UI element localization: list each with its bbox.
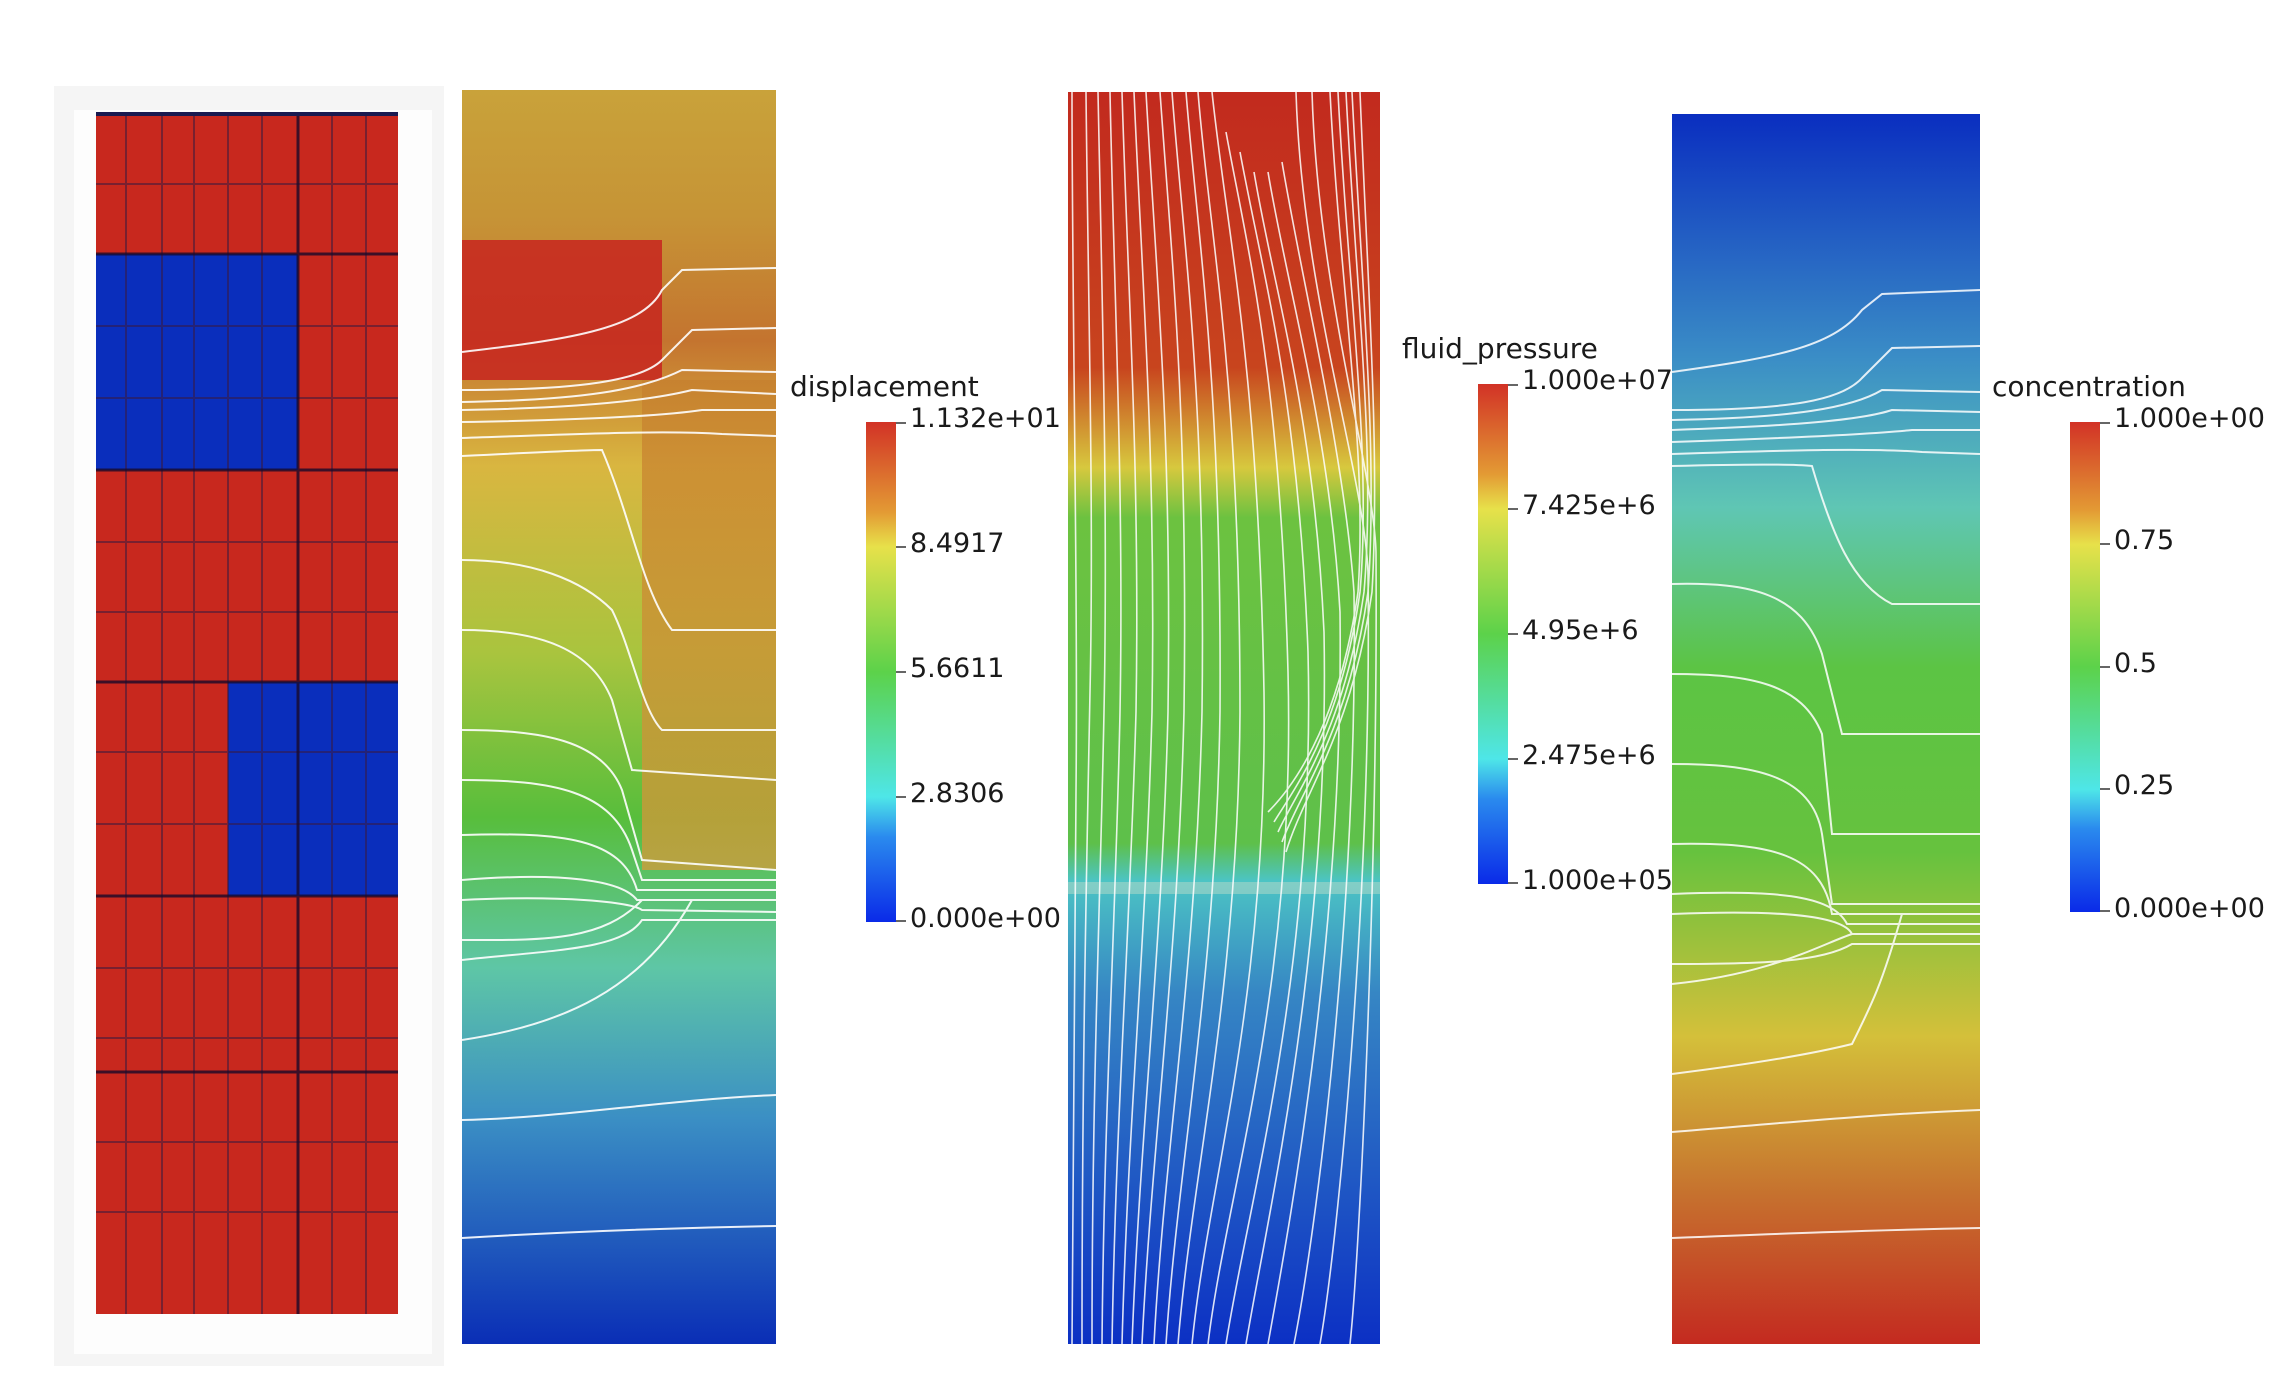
fluid-pressure-tick-label: 7.425e+6 <box>1522 490 1656 521</box>
displacement-tick-label: 0.000e+00 <box>910 903 1061 934</box>
concentration-colorbar <box>2070 422 2110 912</box>
fluid-pressure-colorbar <box>1478 384 1518 884</box>
displacement-tick-label: 1.132e+01 <box>910 403 1061 434</box>
displacement-contours <box>462 267 776 1239</box>
material-block-upper <box>96 254 298 470</box>
fluid-pressure-tick-label: 2.475e+6 <box>1522 740 1656 771</box>
concentration-tick-label: 0.000e+00 <box>2114 893 2265 924</box>
fluid-pressure-tick-label: 4.95e+6 <box>1522 615 1639 646</box>
displacement-colorbar <box>866 422 906 922</box>
displacement-orange-zone <box>642 380 776 870</box>
displacement-colorbar-title: displacement <box>790 370 979 403</box>
fluid-pressure-streamlines <box>1071 92 1377 1344</box>
fluid-pressure-field <box>1068 92 1380 1344</box>
displacement-high-zone <box>462 240 662 380</box>
material-mesh <box>96 112 398 1314</box>
fluid-pressure-tick-label: 1.000e+07 <box>1522 365 1673 396</box>
displacement-field <box>462 90 776 1344</box>
concentration-contours <box>1672 289 1980 1239</box>
material-block-lower <box>228 682 398 896</box>
concentration-tick-label: 0.75 <box>2114 525 2175 556</box>
fluid-pressure-tick-label: 1.000e+05 <box>1522 865 1673 896</box>
concentration-colorbar-title: concentration <box>1992 370 2186 403</box>
displacement-tick-label: 5.6611 <box>910 653 1005 684</box>
concentration-field <box>1672 114 1980 1344</box>
fluid-pressure-colorbar-title: fluid_pressure <box>1402 332 1598 365</box>
displacement-tick-label: 8.4917 <box>910 528 1005 559</box>
concentration-tick-label: 1.000e+00 <box>2114 403 2265 434</box>
concentration-tick-label: 0.5 <box>2114 648 2157 679</box>
displacement-tick-label: 2.8306 <box>910 778 1005 809</box>
concentration-tick-label: 0.25 <box>2114 770 2175 801</box>
